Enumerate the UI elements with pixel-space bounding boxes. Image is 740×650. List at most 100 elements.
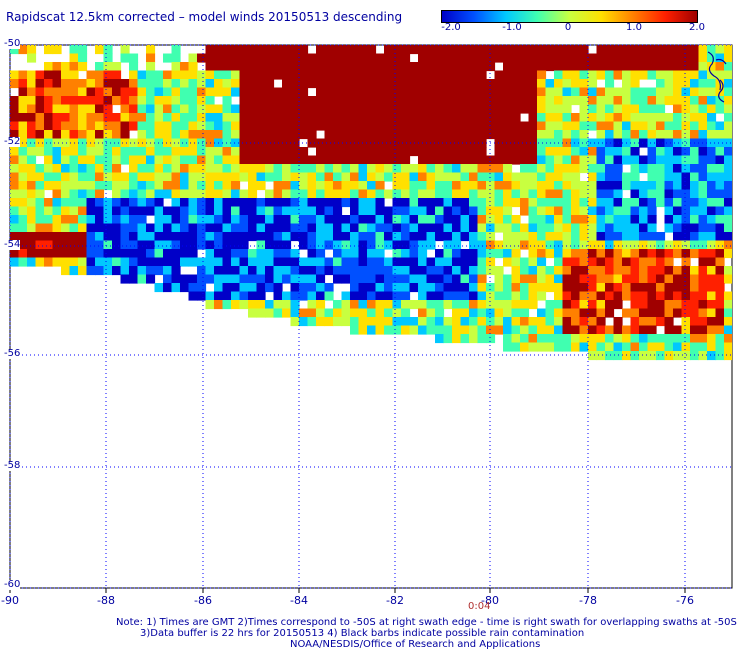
wind-difference-cell	[401, 317, 411, 327]
wind-difference-cell	[452, 257, 462, 267]
wind-difference-cell	[197, 138, 207, 148]
wind-difference-cell	[86, 121, 96, 131]
wind-difference-cell	[647, 172, 657, 182]
wind-difference-cell	[596, 164, 606, 174]
wind-difference-cell	[78, 215, 88, 225]
wind-difference-cell	[44, 138, 54, 148]
wind-difference-cell	[18, 155, 28, 165]
wind-difference-cell	[562, 334, 572, 344]
wind-difference-cell	[333, 130, 343, 140]
wind-difference-cell	[69, 206, 79, 216]
wind-difference-cell	[554, 130, 564, 140]
wind-difference-cell	[248, 215, 258, 225]
wind-difference-cell	[316, 257, 326, 267]
lon-tick-label: -82	[386, 594, 404, 607]
wind-difference-cell	[307, 62, 317, 72]
wind-difference-cell	[409, 215, 419, 225]
wind-difference-cell	[18, 257, 28, 267]
wind-difference-cell	[426, 317, 436, 327]
wind-difference-cell	[503, 164, 513, 174]
wind-difference-cell	[707, 300, 717, 310]
wind-difference-cell	[112, 181, 122, 191]
wind-difference-cell	[690, 232, 700, 242]
wind-difference-cell	[562, 172, 572, 182]
wind-difference-cell	[154, 223, 164, 233]
wind-difference-cell	[333, 104, 343, 114]
wind-difference-cell	[443, 266, 453, 276]
wind-difference-cell	[358, 147, 368, 157]
wind-difference-cell	[61, 147, 71, 157]
wind-difference-cell	[690, 113, 700, 123]
wind-difference-cell	[494, 283, 504, 293]
wind-difference-cell	[545, 334, 555, 344]
wind-difference-cell	[256, 215, 266, 225]
wind-difference-cell	[401, 172, 411, 182]
wind-difference-cell	[248, 172, 258, 182]
wind-difference-cell	[86, 266, 96, 276]
wind-difference-cell	[418, 198, 428, 208]
wind-difference-cell	[605, 325, 615, 335]
wind-difference-cell	[545, 147, 555, 157]
wind-difference-cell	[681, 113, 691, 123]
wind-difference-cell	[656, 87, 666, 97]
wind-difference-cell	[639, 70, 649, 80]
wind-difference-cell	[316, 53, 326, 63]
wind-difference-cell	[545, 121, 555, 131]
wind-difference-cell	[426, 147, 436, 157]
wind-difference-cell	[69, 96, 79, 106]
wind-difference-cell	[180, 172, 190, 182]
wind-difference-cell	[639, 215, 649, 225]
wind-difference-cell	[605, 334, 615, 344]
wind-difference-cell	[596, 189, 606, 199]
wind-difference-cell	[630, 334, 640, 344]
wind-difference-cell	[214, 223, 224, 233]
wind-difference-cell	[129, 70, 139, 80]
wind-difference-cell	[222, 53, 232, 63]
wind-difference-cell	[69, 147, 79, 157]
wind-difference-cell	[477, 249, 487, 259]
wind-difference-cell	[256, 138, 266, 148]
wind-difference-cell	[647, 291, 657, 301]
wind-difference-cell	[350, 223, 360, 233]
wind-difference-cell	[511, 104, 521, 114]
wind-difference-cell	[299, 172, 309, 182]
wind-difference-cell	[163, 215, 173, 225]
wind-difference-cell	[715, 351, 725, 361]
wind-difference-cell	[333, 232, 343, 242]
wind-difference-cell	[61, 189, 71, 199]
wind-difference-cell	[503, 206, 513, 216]
wind-difference-cell	[596, 342, 606, 352]
wind-difference-cell	[486, 113, 496, 123]
wind-difference-cell	[545, 283, 555, 293]
wind-difference-cell	[435, 147, 445, 157]
wind-difference-cell	[282, 274, 292, 284]
wind-difference-cell	[103, 113, 113, 123]
wind-difference-cell	[571, 334, 581, 344]
wind-difference-cell	[656, 291, 666, 301]
wind-difference-cell	[409, 232, 419, 242]
wind-difference-cell	[137, 181, 147, 191]
wind-difference-cell	[112, 257, 122, 267]
wind-difference-cell	[664, 317, 674, 327]
wind-difference-cell	[248, 96, 258, 106]
wind-difference-cell	[273, 300, 283, 310]
wind-difference-cell	[146, 104, 156, 114]
wind-difference-cell	[426, 283, 436, 293]
wind-difference-cell	[630, 189, 640, 199]
wind-difference-cell	[52, 155, 62, 165]
wind-difference-cell	[477, 206, 487, 216]
wind-difference-cell	[639, 274, 649, 284]
wind-difference-cell	[613, 45, 623, 55]
wind-difference-cell	[596, 215, 606, 225]
wind-difference-cell	[307, 223, 317, 233]
wind-difference-cell	[443, 240, 453, 250]
wind-difference-cell	[171, 172, 181, 182]
wind-difference-cell	[205, 249, 215, 259]
wind-difference-cell	[418, 104, 428, 114]
wind-difference-cell	[724, 215, 732, 225]
wind-difference-cell	[707, 351, 717, 361]
wind-difference-cell	[494, 96, 504, 106]
wind-difference-cell	[562, 62, 572, 72]
wind-difference-cell	[511, 53, 521, 63]
wind-difference-cell	[154, 206, 164, 216]
